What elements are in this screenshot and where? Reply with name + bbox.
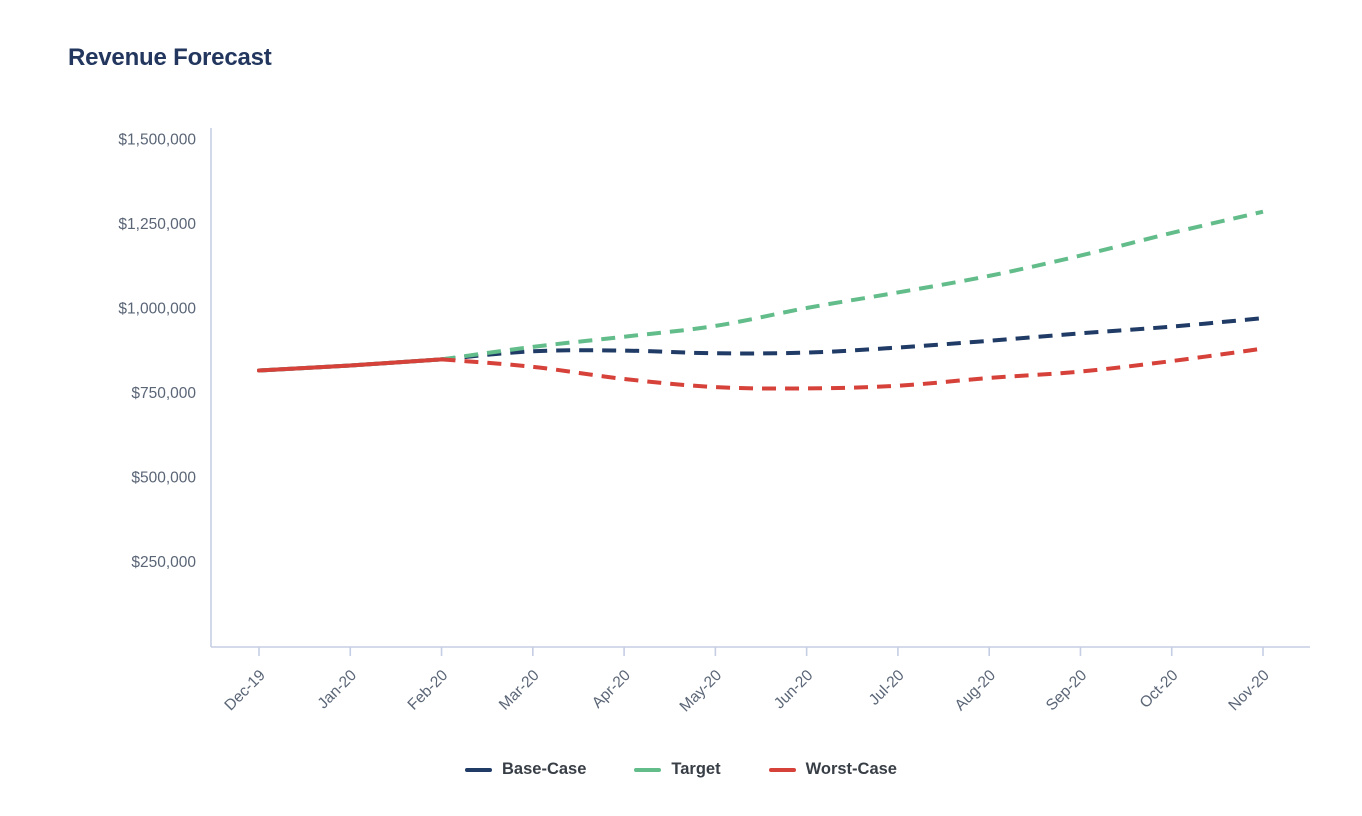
x-axis-tick-label: Mar-20 xyxy=(496,667,543,714)
series-line-historical-worst-case xyxy=(257,357,444,373)
y-axis-tick-label: $1,500,000 xyxy=(118,132,196,149)
x-axis-tick-label: Jul-20 xyxy=(866,667,908,709)
series-line-forecast-worst-case xyxy=(441,346,1264,391)
target-line-swatch-icon xyxy=(634,767,662,772)
base-case-line-swatch-icon xyxy=(465,767,492,772)
x-axis-tick-label: Oct-20 xyxy=(1137,667,1182,712)
x-axis-tick-label: Sep-20 xyxy=(1043,667,1091,715)
x-axis-tick-label: Dec-19 xyxy=(221,667,268,714)
legend-label-target: Target xyxy=(671,760,721,778)
chart-legend: Base-Case Target Worst-Case xyxy=(0,760,1362,779)
series-line-forecast-base-case xyxy=(441,316,1264,362)
y-axis-tick-label: $1,250,000 xyxy=(118,216,196,233)
x-axis-tick-label: Feb-20 xyxy=(405,667,452,714)
legend-item-base-case[interactable]: Base-Case xyxy=(465,760,586,779)
chart-title: Revenue Forecast xyxy=(68,44,272,71)
y-axis-tick-label: $750,000 xyxy=(131,385,196,402)
series-line-forecast-target xyxy=(441,209,1264,362)
legend-label-worst-case: Worst-Case xyxy=(805,760,897,778)
x-axis-tick-label: May-20 xyxy=(677,667,726,716)
x-axis-tick-label: Jun-20 xyxy=(771,667,817,713)
y-axis-tick-label: $250,000 xyxy=(131,554,196,571)
x-axis-tick-label: Nov-20 xyxy=(1225,667,1273,715)
y-axis-tick-label: $500,000 xyxy=(131,470,196,487)
y-axis-tick-label: $1,000,000 xyxy=(118,301,196,318)
worst-case-line-swatch-icon xyxy=(768,767,796,772)
legend-item-worst-case[interactable]: Worst-Case xyxy=(768,760,897,779)
legend-item-target[interactable]: Target xyxy=(634,760,721,779)
legend-label-base-case: Base-Case xyxy=(502,760,587,778)
x-axis-tick-label: Aug-20 xyxy=(952,667,1000,715)
x-axis-tick-label: Jan-20 xyxy=(315,667,361,713)
x-axis-tick-label: Apr-20 xyxy=(589,667,634,712)
